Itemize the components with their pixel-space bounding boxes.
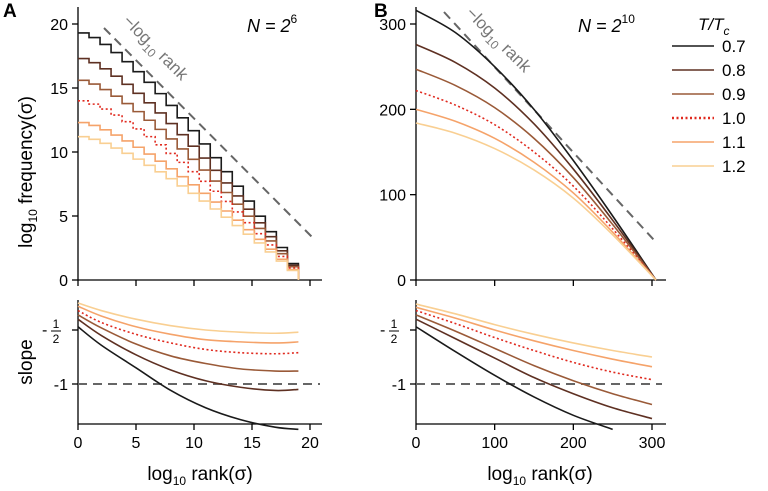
series-0.9 [78, 79, 300, 280]
series-0.8 [77, 318, 299, 392]
y-tick-label-half-num: 1 [391, 317, 398, 331]
series-0.9 [415, 68, 657, 281]
y-tick-label: 15 [50, 81, 68, 98]
y-tick-label-half-den: 2 [53, 332, 60, 346]
series-0.7 [415, 9, 657, 281]
x-tick-label: 0 [412, 435, 421, 452]
series-1.0 [78, 100, 300, 280]
y-tick-label: 5 [59, 209, 68, 226]
y-tick-label-half-num: 1 [53, 317, 60, 331]
y-tick-label: 200 [379, 102, 406, 119]
series-1.0 [415, 309, 653, 381]
panel-a-n-label: N = 26 [247, 12, 298, 36]
series-1.2 [78, 135, 300, 280]
series-0.9 [415, 314, 653, 406]
legend-label-0.8: 0.8 [722, 61, 746, 80]
x-tick-label: 200 [560, 435, 587, 452]
panel-letter-a: A [3, 1, 17, 22]
panel-b-ref-line [443, 11, 655, 241]
legend-label-0.9: 0.9 [722, 85, 746, 104]
series-0.9 [77, 314, 299, 372]
y-tick-label: 0 [59, 273, 68, 290]
y-tick-label: 10 [50, 145, 68, 162]
panel-a-top-series [78, 32, 300, 280]
panel-a-bottom-series [77, 302, 299, 431]
series-0.8 [415, 43, 657, 281]
y-tick-label: 20 [50, 17, 68, 34]
legend-label-1.2: 1.2 [722, 157, 746, 176]
series-0.7 [78, 32, 300, 280]
series-0.8 [78, 57, 300, 280]
x-tick-label: 5 [132, 435, 141, 452]
legend: T/Tc 0.7 0.8 0.9 1.0 1.1 1.2 [672, 15, 746, 176]
series-1.0 [415, 89, 657, 281]
series-1.2 [415, 122, 657, 281]
y-axis-label-top: log10 frequency(σ) [16, 96, 40, 248]
panel-b-n-label: N = 210 [578, 12, 635, 36]
x-tick-label: 100 [481, 435, 508, 452]
series-0.7 [77, 326, 299, 431]
series-1.2 [415, 303, 653, 358]
panel-b-bottom: 0 100 200 300- 12-1 [380, 300, 666, 452]
series-1.1 [77, 305, 299, 344]
panel-a-ref-line [103, 27, 316, 241]
series-1.0 [77, 309, 299, 355]
x-tick-label: 10 [185, 435, 203, 452]
series-1.1 [415, 108, 657, 281]
x-axis-label-a: log10 rank(σ) [147, 464, 252, 488]
series-0.8 [415, 318, 653, 420]
x-axis-label-b: log10 rank(σ) [487, 464, 592, 488]
legend-label-0.7: 0.7 [722, 37, 746, 56]
panel-letter-b: B [374, 1, 388, 22]
panel-a-top: 0 5 10 15 20 −log10 rank N = 26 [50, 7, 322, 290]
legend-label-1.1: 1.1 [722, 133, 746, 152]
y-tick-label-half-sign: - [42, 322, 47, 339]
legend-title: T/Tc [698, 15, 730, 38]
y-tick-label-half-den: 2 [391, 332, 398, 346]
y-tick-label: 300 [379, 17, 406, 34]
y-tick-label-half-sign: - [380, 322, 385, 339]
y-tick-label-minus-one: -1 [54, 377, 68, 394]
series-0.7 [415, 326, 613, 431]
y-tick-label: 0 [397, 273, 406, 290]
x-tick-label: 300 [639, 435, 666, 452]
x-tick-label: 20 [301, 435, 319, 452]
series-1.1 [415, 306, 653, 368]
x-tick-label: 0 [74, 435, 83, 452]
panel-a-bottom: 0 5 10 15 20- 12-1 [42, 300, 322, 452]
panel-a-ref-label: −log10 rank [116, 11, 192, 87]
y-tick-label-minus-one: -1 [392, 377, 406, 394]
series-1.2 [77, 302, 299, 335]
y-axis-label-bottom: slope [16, 339, 37, 384]
legend-label-1.0: 1.0 [722, 109, 746, 128]
panel-b-bottom-series [415, 303, 653, 431]
x-tick-label: 15 [243, 435, 261, 452]
panel-b-ref-label: −log10 rank [459, 3, 535, 79]
panel-b-top-series [415, 9, 657, 281]
y-tick-label: 100 [379, 188, 406, 205]
panel-b-top: 0 100 200 300 −log10 rank N = 210 [379, 3, 666, 290]
